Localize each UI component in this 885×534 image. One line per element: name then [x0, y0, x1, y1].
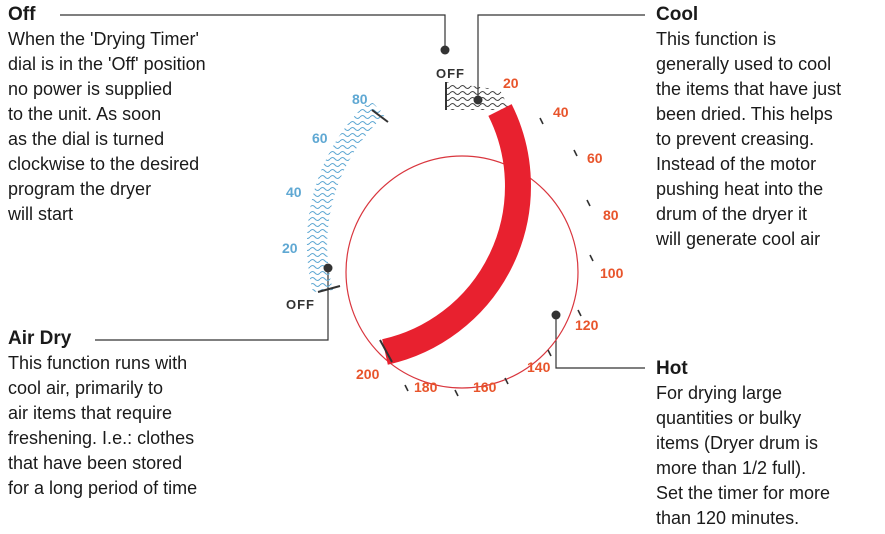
off-description: When the 'Drying Timer' dial is in the '… — [8, 29, 206, 224]
air-dry-description: This function runs with cool air, primar… — [8, 353, 198, 498]
timer-tick-label-140: 140 — [527, 359, 551, 375]
timer-tick-mark-4 — [589, 254, 594, 262]
hot-end-marker — [379, 339, 393, 363]
air-dry-top-marker — [371, 109, 389, 123]
timer-tick-label-200: 200 — [356, 366, 380, 382]
hot-title: Hot — [656, 358, 688, 379]
cool-description: This function is generally used to cool … — [656, 29, 842, 249]
timer-tick-mark-7 — [504, 377, 509, 385]
air-dry-bottom-marker — [317, 285, 341, 293]
cool-leader-line — [477, 14, 645, 100]
air-dry-leader-line — [95, 268, 329, 341]
air-dry-tick-label-20: 20 — [282, 240, 298, 256]
off-callout: Off When the 'Drying Timer' dial is in t… — [8, 3, 268, 227]
air-dry-tick-label-40: 40 — [286, 184, 302, 200]
timer-tick-label-40: 40 — [553, 104, 569, 120]
timer-tick-label-100: 100 — [600, 265, 624, 281]
timer-tick-label-60: 60 — [587, 150, 603, 166]
timer-tick-label-180: 180 — [414, 379, 438, 395]
timer-tick-mark-5 — [577, 309, 582, 317]
hot-callout: Hot For drying large quantities or bulky… — [656, 357, 885, 531]
off-top-label: OFF — [436, 66, 465, 81]
leader-lines — [60, 14, 645, 369]
off-leader-line — [60, 14, 446, 50]
timer-tick-mark-2 — [573, 149, 578, 157]
timer-tick-mark-3 — [586, 199, 591, 207]
air-dry-zone-band — [306, 100, 385, 292]
off-title: Off — [8, 4, 36, 25]
hot-dot — [551, 310, 561, 320]
hot-leader-line — [555, 315, 645, 369]
timer-tick-mark-1 — [539, 117, 544, 125]
timer-tick-mark-6 — [547, 349, 552, 357]
air-dry-dot — [323, 263, 333, 273]
cool-dot — [473, 95, 483, 105]
air-dry-tick-label-80: 80 — [352, 91, 368, 107]
timer-tick-mark-9 — [404, 384, 409, 392]
hot-zone-arc — [382, 104, 531, 365]
hot-description: For drying large quantities or bulky ite… — [656, 383, 831, 528]
air-dry-title: Air Dry — [8, 328, 72, 349]
timer-tick-label-20: 20 — [503, 75, 519, 91]
timer-tick-mark-8 — [454, 389, 459, 397]
off-dot — [440, 45, 450, 55]
air-dry-callout: Air Dry This function runs with cool air… — [8, 327, 268, 501]
dial-inner-ring — [345, 155, 579, 389]
timer-tick-label-160: 160 — [473, 379, 497, 395]
cool-title: Cool — [656, 4, 699, 25]
cool-callout: Cool This function is generally used to … — [656, 3, 885, 252]
air-dry-tick-label-60: 60 — [312, 130, 328, 146]
off-left-label: OFF — [286, 297, 315, 312]
timer-tick-label-120: 120 — [575, 317, 599, 333]
timer-tick-label-80: 80 — [603, 207, 619, 223]
